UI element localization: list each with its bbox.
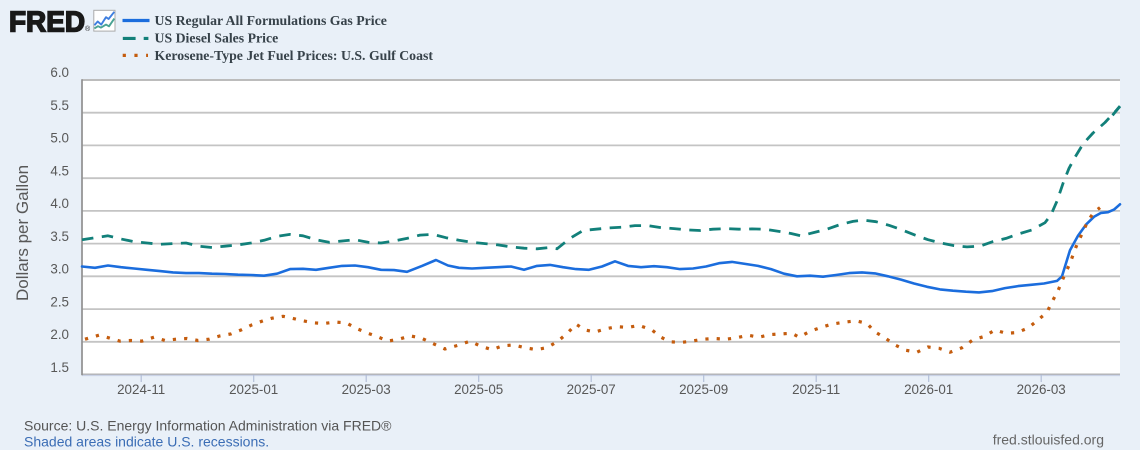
svg-text:4.5: 4.5 — [50, 163, 69, 178]
svg-text:2026-01: 2026-01 — [904, 382, 953, 397]
svg-text:5.5: 5.5 — [50, 98, 69, 113]
svg-text:2025-11: 2025-11 — [792, 382, 840, 397]
svg-text:Kerosene-Type Jet Fuel Prices:: Kerosene-Type Jet Fuel Prices: U.S. Gulf… — [155, 48, 434, 63]
svg-text:FRED: FRED — [9, 7, 85, 39]
svg-text:fred.stlouisfed.org: fred.stlouisfed.org — [993, 432, 1104, 448]
svg-text:2025-05: 2025-05 — [454, 382, 503, 397]
svg-text:Dollars per Gallon: Dollars per Gallon — [13, 165, 32, 301]
svg-text:US Diesel Sales Price: US Diesel Sales Price — [155, 31, 279, 46]
svg-text:2025-01: 2025-01 — [229, 382, 278, 397]
svg-text:Shaded areas indicate U.S. rec: Shaded areas indicate U.S. recessions. — [24, 434, 269, 450]
svg-text:1.5: 1.5 — [50, 360, 69, 375]
svg-text:3.5: 3.5 — [50, 229, 69, 244]
svg-text:6.0: 6.0 — [50, 65, 69, 80]
svg-text:®: ® — [85, 25, 91, 33]
svg-text:Source: U.S. Energy Informatio: Source: U.S. Energy Information Administ… — [24, 418, 392, 434]
svg-text:2025-07: 2025-07 — [567, 382, 616, 397]
svg-text:2024-11: 2024-11 — [117, 382, 165, 397]
svg-text:2.0: 2.0 — [50, 327, 69, 342]
svg-text:4.0: 4.0 — [50, 196, 69, 211]
svg-text:5.0: 5.0 — [50, 131, 69, 146]
svg-text:3.0: 3.0 — [50, 262, 69, 277]
svg-text:2.5: 2.5 — [50, 294, 69, 309]
svg-text:2026-03: 2026-03 — [1017, 382, 1066, 397]
svg-text:2025-09: 2025-09 — [679, 382, 728, 397]
svg-text:2025-03: 2025-03 — [342, 382, 391, 397]
svg-text:US Regular All Formulations Ga: US Regular All Formulations Gas Price — [155, 13, 387, 28]
